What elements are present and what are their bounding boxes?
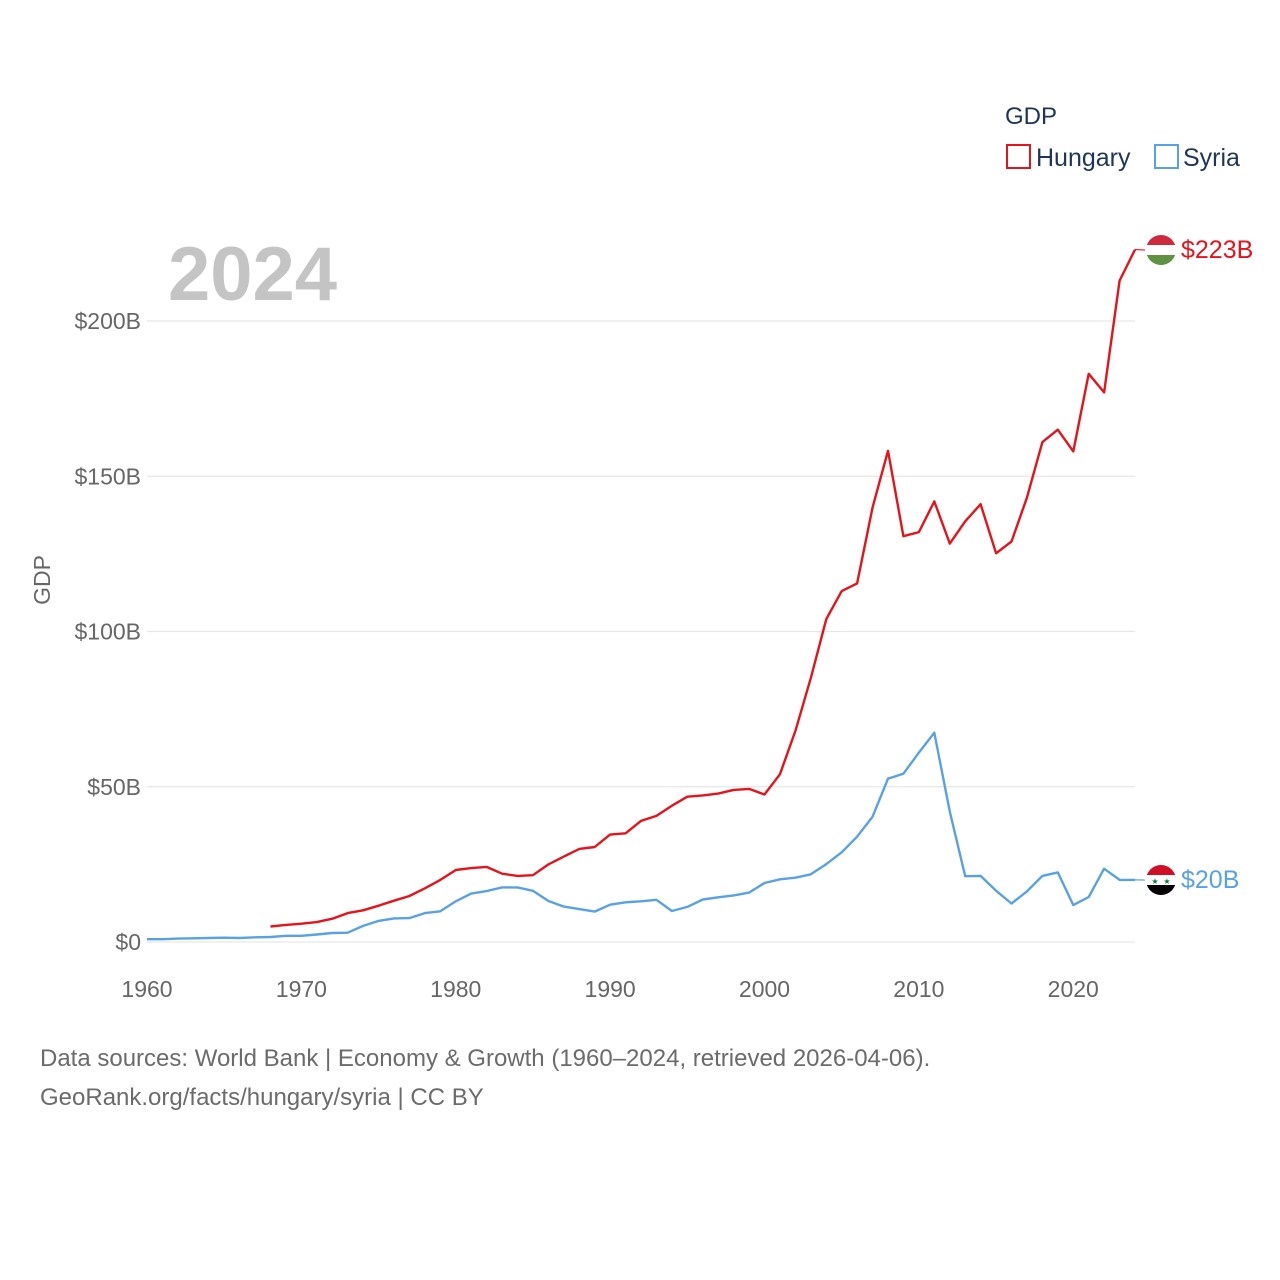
x-tick-label: 1960: [121, 976, 172, 1002]
x-tick-label: 2010: [893, 976, 944, 1002]
x-tick-label: 2000: [739, 976, 790, 1002]
legend-swatch-syria[interactable]: [1154, 144, 1179, 169]
gridlines: [147, 320, 1135, 943]
legend-label-hungary[interactable]: Hungary: [1036, 144, 1131, 172]
end-labels: $223B $20B: [1134, 236, 1253, 894]
legend-label-syria[interactable]: Syria: [1183, 144, 1240, 172]
x-axis-ticks: 1960 1970 1980 1990 2000 2010 2020: [121, 976, 1098, 1002]
year-label: 2024: [168, 232, 337, 317]
svg-text:★: ★: [1151, 877, 1158, 886]
end-label-hungary: $223B: [1181, 236, 1253, 264]
y-tick-label: $200B: [74, 308, 141, 334]
x-tick-label: 1980: [430, 976, 481, 1002]
series-line-syria: [147, 731, 1135, 941]
y-tick-label: $0: [115, 929, 141, 955]
hungary-flag-icon: [1146, 235, 1176, 265]
end-label-syria: $20B: [1181, 866, 1239, 894]
footer-attribution: GeoRank.org/facts/hungary/syria | CC BY: [40, 1084, 484, 1111]
series-line-hungary: [270, 249, 1137, 928]
legend-title: GDP: [1005, 103, 1057, 130]
y-tick-label: $150B: [74, 463, 141, 489]
y-axis-title: GDP: [29, 555, 55, 605]
legend: GDP Hungary Syria: [1005, 103, 1240, 172]
svg-text:★: ★: [1163, 877, 1170, 886]
y-tick-label: $50B: [87, 774, 141, 800]
y-tick-label: $100B: [74, 619, 141, 645]
legend-swatch-hungary[interactable]: [1006, 144, 1031, 169]
y-axis-ticks: $0 $50B $100B $150B $200B: [74, 308, 141, 955]
footer-sources: Data sources: World Bank | Economy & Gro…: [40, 1045, 931, 1072]
x-tick-label: 1970: [276, 976, 327, 1002]
series-lines: [147, 249, 1137, 941]
x-tick-label: 1990: [585, 976, 636, 1002]
syria-flag-icon: ★ ★: [1146, 865, 1176, 895]
x-tick-label: 2020: [1048, 976, 1099, 1002]
